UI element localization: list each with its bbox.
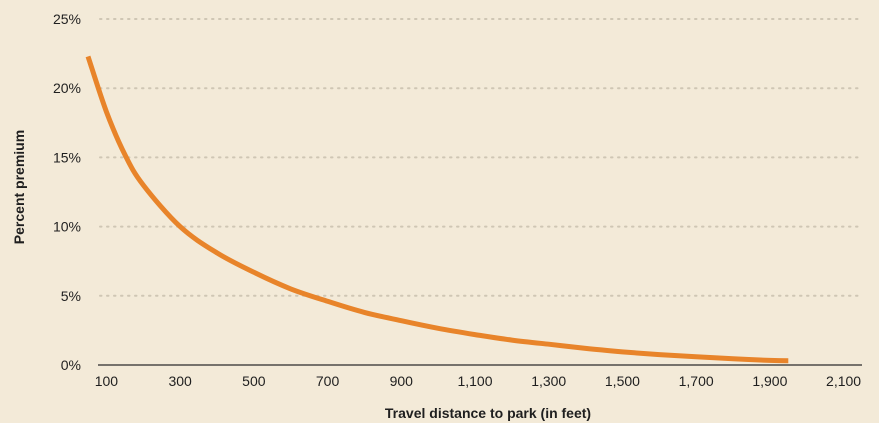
x-axis-ticks: 100 300 500 700 900 1,100 1,300 1,500 1,700 1,900… <box>95 373 862 389</box>
x-tick-label: 500 <box>242 373 266 389</box>
x-tick-label: 1,300 <box>531 373 566 389</box>
x-tick-label: 1,900 <box>752 373 787 389</box>
x-tick-label: 1,700 <box>679 373 714 389</box>
y-tick-label: 15% <box>53 149 81 165</box>
x-tick-label: 100 <box>95 373 119 389</box>
x-axis-label: Travel distance to park (in feet) <box>385 405 591 421</box>
y-tick-label: 20% <box>53 80 81 96</box>
x-tick-label: 1,100 <box>457 373 492 389</box>
x-tick-label: 300 <box>168 373 192 389</box>
x-tick-label: 900 <box>390 373 414 389</box>
series-line <box>85 55 789 364</box>
x-tick-label: 1,500 <box>605 373 640 389</box>
x-tick-label: 700 <box>316 373 340 389</box>
gridlines <box>98 18 863 366</box>
y-axis-ticks: 0% 5% 10% 15% 20% 25% <box>53 11 81 373</box>
y-axis-label: Percent premium <box>11 130 27 244</box>
series-layer <box>85 55 789 364</box>
y-tick-label: 5% <box>61 288 81 304</box>
y-tick-label: 10% <box>53 219 81 235</box>
y-tick-label: 0% <box>61 357 81 373</box>
y-tick-label: 25% <box>53 11 81 27</box>
x-tick-label: 2,100 <box>826 373 861 389</box>
